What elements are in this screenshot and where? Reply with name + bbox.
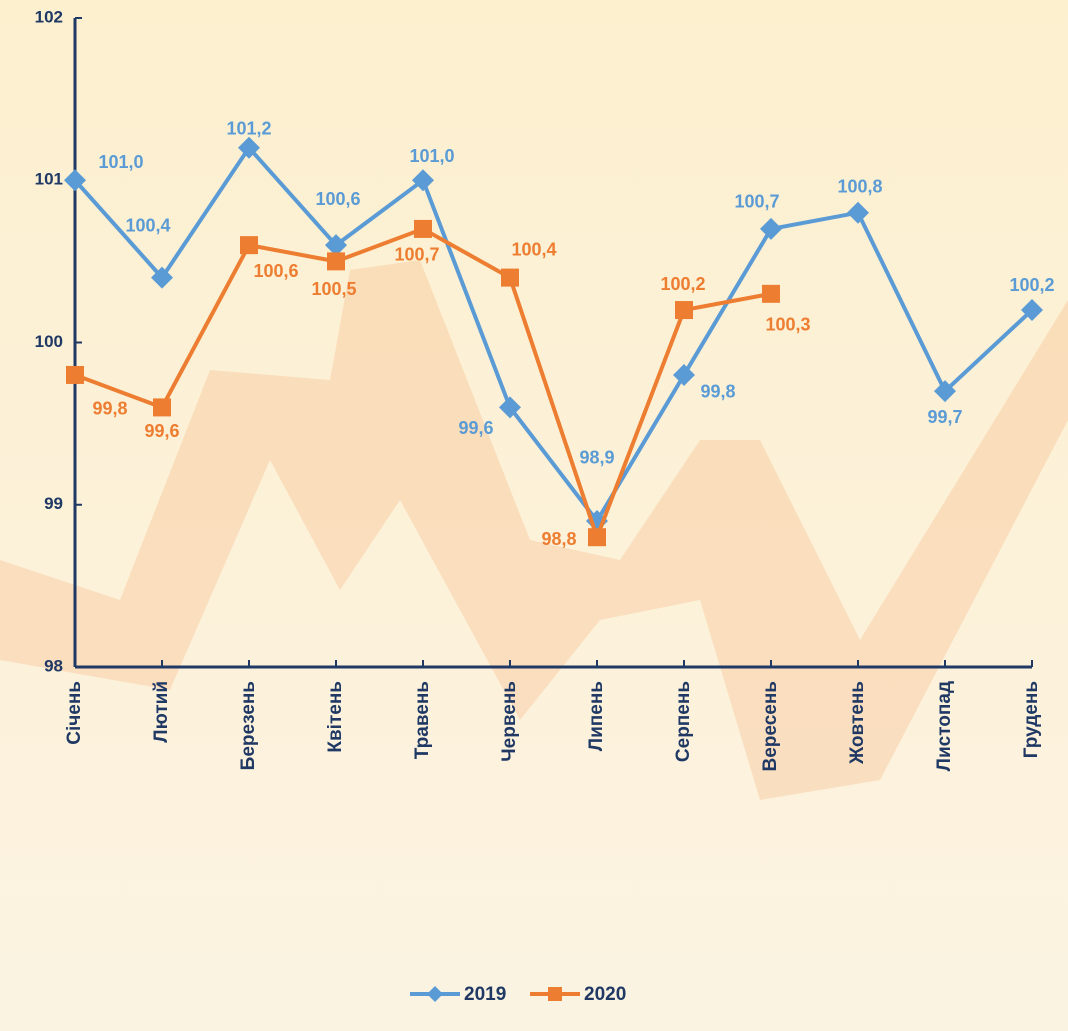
x-tick-label: Вересень — [760, 681, 781, 772]
data-label: 98,9 — [579, 448, 614, 468]
y-tick-label: 102 — [35, 7, 63, 26]
data-label: 101,2 — [226, 119, 271, 139]
legend-marker — [548, 987, 562, 1001]
point-marker — [501, 269, 519, 287]
x-tick-label: Грудень — [1021, 681, 1042, 758]
x-tick-label: Листопад — [934, 681, 955, 771]
data-label: 100,5 — [311, 279, 356, 299]
data-label: 98,8 — [541, 529, 576, 549]
x-tick-label: Січень — [64, 681, 85, 745]
data-label: 100,4 — [511, 239, 556, 259]
x-tick-label: Липень — [586, 681, 607, 751]
y-tick-label: 101 — [35, 170, 63, 189]
point-marker — [675, 301, 693, 319]
data-label: 100,7 — [394, 245, 439, 265]
chart: 98 99 100 101 102 Січень Лютий Березень Квітень Т… — [0, 0, 1068, 1031]
x-tick-label: Травень — [412, 681, 433, 759]
x-tick-label: Лютий — [151, 681, 172, 743]
point-marker — [414, 220, 432, 238]
data-label: 100,7 — [734, 192, 779, 212]
data-label: 99,8 — [92, 399, 127, 419]
legend-label: 2020 — [584, 984, 626, 1005]
data-label: 100,4 — [125, 215, 170, 235]
data-label: 100,8 — [837, 176, 882, 196]
point-marker — [153, 398, 171, 416]
legend-label: 2019 — [464, 984, 506, 1005]
data-label: 99,7 — [927, 407, 962, 427]
y-tick-label: 99 — [44, 494, 63, 513]
data-label: 101,0 — [409, 146, 454, 166]
x-tick-label: Березень — [238, 681, 259, 770]
data-label: 100,3 — [765, 315, 810, 335]
point-marker — [66, 366, 84, 384]
x-tick-label: Червень — [499, 681, 520, 762]
data-label: 100,6 — [253, 261, 298, 281]
point-marker — [762, 285, 780, 303]
data-label: 100,2 — [660, 274, 705, 294]
data-label: 99,8 — [700, 382, 735, 402]
point-marker — [240, 236, 258, 254]
point-marker — [327, 252, 345, 270]
y-tick-label: 100 — [35, 332, 63, 351]
y-tick-label: 98 — [44, 656, 63, 675]
point-marker — [588, 528, 606, 546]
x-tick-label: Квітень — [325, 681, 346, 753]
data-label: 99,6 — [458, 418, 493, 438]
data-label: 99,6 — [144, 421, 179, 441]
x-tick-label: Жовтень — [847, 681, 868, 765]
x-tick-label: Серпень — [673, 681, 694, 762]
data-label: 100,2 — [1009, 275, 1054, 295]
data-label: 101,0 — [98, 152, 143, 172]
data-label: 100,6 — [315, 189, 360, 209]
